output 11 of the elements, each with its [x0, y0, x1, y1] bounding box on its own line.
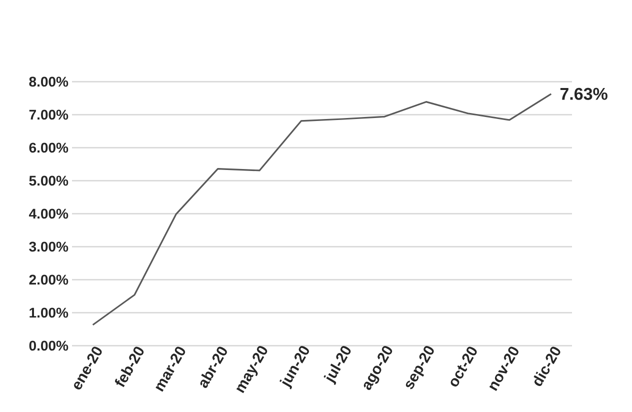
y-tick-label: 4.00% [29, 208, 68, 219]
data-label: 7.63% [560, 88, 608, 100]
line-series [92, 93, 552, 326]
y-tick-label: 1.00% [30, 308, 68, 318]
y-tick-label: 5.00% [29, 176, 68, 186]
y-tick-label: 2.00% [29, 274, 68, 285]
y-tick-label: 0.00% [29, 340, 68, 351]
y-tick-label: 7.00% [29, 110, 68, 120]
y-tick-label: 3.00% [29, 242, 68, 252]
y-tick-label: 8.00% [29, 76, 68, 87]
y-tick-label: 6.00% [29, 142, 68, 153]
